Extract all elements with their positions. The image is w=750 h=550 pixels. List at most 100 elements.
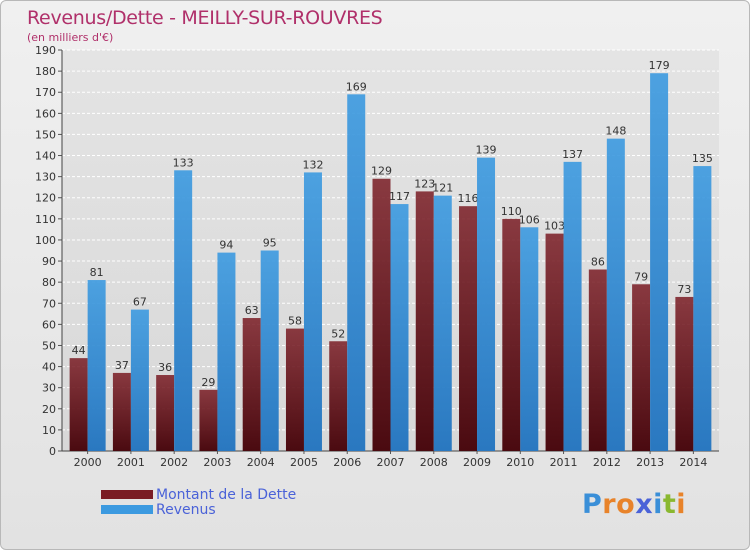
x-tick-label: 2013 (636, 456, 664, 469)
bar-revenus (347, 94, 366, 452)
x-tick-label: 2008 (420, 456, 448, 469)
logo-letter: r (602, 489, 617, 520)
y-tick-label: 100 (35, 234, 56, 247)
y-tick-label: 140 (35, 150, 56, 163)
y-tick-label: 120 (35, 192, 56, 205)
legend-label: Revenus (156, 502, 216, 518)
bar-revenus (693, 166, 712, 451)
data-label: 103 (544, 220, 565, 233)
bar-dette (329, 341, 348, 451)
bar-revenus (390, 204, 409, 451)
chart-subtitle: (en milliers d'€) (27, 31, 114, 44)
bar-dette (675, 296, 694, 451)
bar-dette (502, 218, 521, 451)
data-label: 52 (331, 327, 345, 340)
logo-letter: P (582, 489, 603, 520)
y-tick-label: 130 (35, 171, 56, 184)
bar-dette (545, 233, 564, 451)
data-label: 179 (649, 59, 670, 72)
logo-letter: t (662, 489, 677, 520)
data-label: 116 (458, 192, 479, 205)
bar-revenus (87, 280, 106, 451)
data-label: 129 (371, 165, 392, 178)
x-tick-label: 2009 (463, 456, 491, 469)
bar-dette (156, 375, 175, 451)
bar-revenus (477, 157, 496, 451)
y-tick-label: 150 (35, 128, 56, 141)
y-tick-label: 170 (35, 86, 56, 99)
data-label: 133 (173, 156, 194, 169)
data-label: 37 (115, 359, 129, 372)
data-label: 79 (634, 270, 648, 283)
bar-dette (242, 318, 261, 451)
logo-letter: x (635, 489, 654, 520)
data-label: 95 (263, 237, 277, 250)
data-label: 58 (288, 315, 302, 328)
chart-title: Revenus/Dette - MEILLY-SUR-ROUVRES (27, 7, 383, 29)
y-tick-label: 50 (42, 339, 56, 352)
data-label: 121 (432, 182, 453, 195)
data-label: 94 (219, 239, 233, 252)
y-tick-label: 180 (35, 65, 56, 78)
x-tick-label: 2007 (377, 456, 405, 469)
y-tick-label: 70 (42, 297, 56, 310)
x-tick-label: 2005 (290, 456, 318, 469)
data-label: 137 (562, 148, 583, 161)
data-label: 148 (605, 125, 626, 138)
legend-swatch (101, 505, 153, 514)
data-label: 29 (201, 376, 215, 389)
data-label: 44 (72, 344, 86, 357)
x-tick-label: 2003 (203, 456, 231, 469)
bar-dette (69, 358, 88, 451)
bar-revenus (520, 227, 539, 451)
legend-label: Montant de la Dette (156, 487, 297, 503)
x-tick-label: 2012 (593, 456, 621, 469)
y-tick-label: 30 (42, 382, 56, 395)
logo-letter: i (676, 489, 687, 520)
data-label: 110 (501, 205, 522, 218)
bar-revenus (606, 138, 625, 452)
bar-revenus (433, 195, 452, 451)
legend-swatch (101, 490, 153, 499)
bar-dette (632, 284, 651, 451)
data-label: 132 (302, 158, 323, 171)
data-label: 106 (519, 213, 540, 226)
data-label: 81 (90, 266, 104, 279)
bar-dette (415, 191, 434, 451)
logo-letter: i (653, 489, 663, 520)
y-tick-label: 20 (42, 403, 56, 416)
x-tick-label: 2004 (247, 456, 275, 469)
y-tick-label: 10 (42, 424, 56, 437)
bar-revenus (217, 252, 236, 451)
data-label: 36 (158, 361, 172, 374)
x-tick-label: 2011 (550, 456, 578, 469)
bar-revenus (130, 309, 149, 451)
bar-dette (459, 206, 478, 451)
data-label: 169 (346, 80, 367, 93)
bar-revenus (650, 73, 669, 451)
data-label: 135 (692, 152, 713, 165)
data-label: 73 (677, 283, 691, 296)
data-label: 123 (414, 177, 435, 190)
x-tick-label: 2006 (333, 456, 361, 469)
y-tick-label: 40 (42, 361, 56, 374)
bar-dette (285, 328, 304, 451)
bar-revenus (303, 172, 322, 451)
y-tick-label: 0 (49, 445, 56, 458)
data-label: 139 (476, 144, 497, 157)
y-tick-label: 160 (35, 107, 56, 120)
x-tick-label: 2001 (117, 456, 145, 469)
bar-revenus (174, 170, 193, 452)
x-tick-label: 2014 (679, 456, 707, 469)
bar-revenus (563, 161, 582, 451)
data-label: 63 (245, 304, 259, 317)
bar-dette (112, 372, 131, 451)
proxiti-logo: Proxiti (582, 489, 686, 520)
y-tick-label: 80 (42, 276, 56, 289)
y-tick-label: 90 (42, 255, 56, 268)
bar-revenus (260, 250, 279, 451)
bar-dette (588, 269, 607, 451)
x-tick-label: 2002 (160, 456, 188, 469)
x-tick-label: 2010 (506, 456, 534, 469)
